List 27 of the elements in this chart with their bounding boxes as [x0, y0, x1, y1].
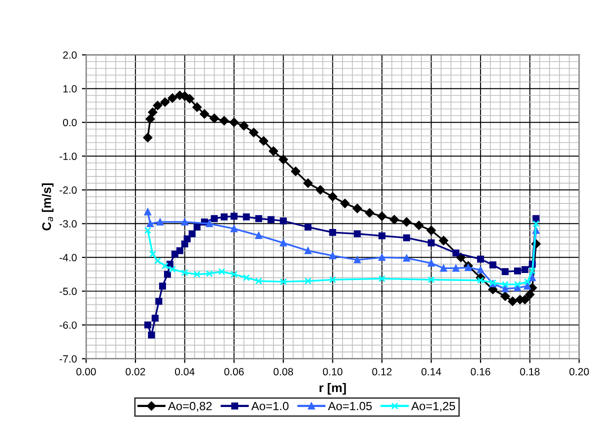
y-axis-title: C$_{a}$ [m/s] — [42, 183, 54, 230]
legend-label: Ao=1.0 — [251, 402, 289, 410]
x-tick-label: 0.00 — [76, 368, 96, 376]
x-tick-label: 0.12 — [372, 368, 392, 376]
x-tick-label: 0.16 — [470, 368, 490, 376]
legend-label: Ao=1,25 — [411, 402, 456, 412]
legend-label: Ao=0,82 — [168, 402, 212, 412]
y-tick-label: 0.0 — [63, 118, 77, 126]
x-axis-title: r [m] — [320, 382, 346, 395]
y-tick-label: -1.0 — [60, 152, 77, 160]
legend-label: Ao=1.05 — [328, 402, 372, 410]
y-tick-label: -5.0 — [60, 288, 77, 296]
y-tick-label: 2.0 — [63, 51, 77, 59]
x-tick-label: 0.10 — [322, 368, 342, 376]
y-tick-label: -6.0 — [60, 321, 77, 329]
y-tick-label: -2.0 — [60, 186, 77, 194]
y-tick-label: -3.0 — [60, 220, 77, 228]
x-tick-label: 0.08 — [274, 368, 294, 376]
x-tick-label: 0.04 — [175, 368, 195, 376]
x-tick-label: 0.14 — [422, 368, 442, 376]
x-tick-label: 0.02 — [126, 368, 146, 376]
y-tick-label: -7.0 — [60, 355, 77, 363]
y-tick-label: -4.0 — [60, 254, 77, 262]
x-tick-label: 0.20 — [569, 368, 589, 376]
x-tick-label: 0.18 — [520, 368, 540, 376]
y-tick-label: 1.0 — [63, 85, 77, 92]
x-tick-label: 0.06 — [224, 368, 244, 376]
